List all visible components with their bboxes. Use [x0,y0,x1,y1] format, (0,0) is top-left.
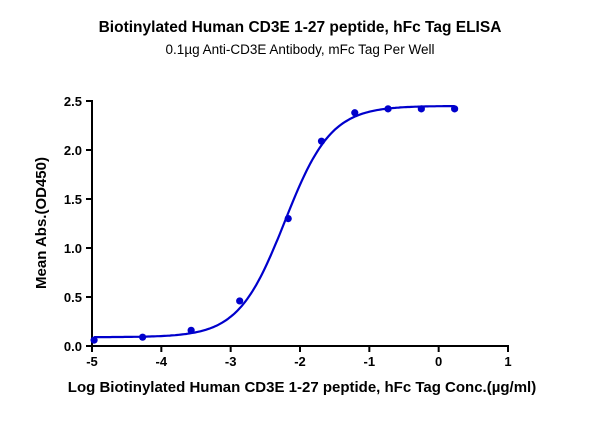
x-tick-label: -2 [294,354,306,369]
fit-curve [94,105,455,339]
data-point [284,215,292,223]
chart-subtitle: 0.1µg Anti-CD3E Antibody, mFc Tag Per We… [166,42,435,57]
data-point [90,336,98,344]
x-tick-label: -5 [86,354,98,369]
y-tick-label: 1.5 [64,192,82,207]
data-point [384,105,392,113]
data-point [317,137,326,145]
x-tick-label: -1 [364,354,376,369]
data-point [187,326,195,334]
data-point [139,333,147,341]
x-tick-label: -4 [156,354,168,369]
x-tick-label: 0 [435,354,442,369]
x-axis-label: Log Biotinylated Human CD3E 1-27 peptide… [68,379,536,396]
chart-title: Biotinylated Human CD3E 1-27 peptide, hF… [99,19,502,36]
data-point [351,109,359,117]
y-axis-label: Mean Abs.(OD450) [33,157,50,289]
x-tick-label: 1 [504,354,511,369]
data-point [417,105,425,113]
y-tick-label: 2.0 [64,143,82,158]
data-point [236,297,244,305]
axes: -5 -4 -3 -2 -1 0 1 0.0 0.5 1.0 1.5 2.0 2.5 [64,94,512,369]
y-tick-label: 2.5 [64,94,82,109]
x-tick-label: -3 [225,354,237,369]
y-tick-label: 0.0 [64,339,82,354]
y-tick-label: 0.5 [64,290,82,305]
y-tick-label: 1.0 [64,241,82,256]
data-marks [90,105,459,344]
data-point [451,105,459,113]
